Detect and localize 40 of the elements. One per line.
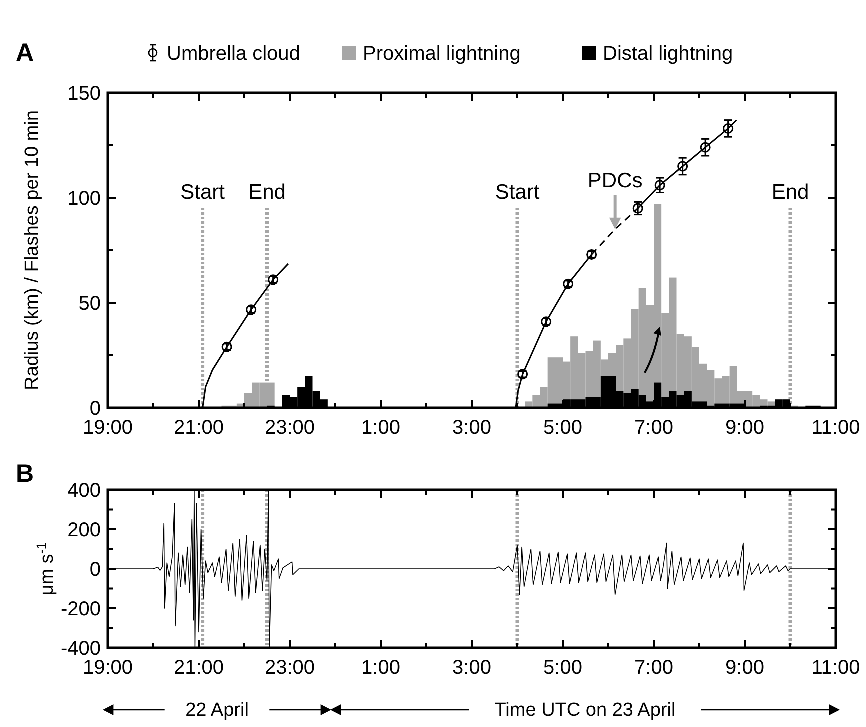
y-tick-label: 0 [90, 559, 101, 581]
y-tick-label: 0 [90, 398, 101, 420]
ref-line-label: Start [495, 181, 540, 204]
y-tick-label: 100 [68, 188, 101, 210]
chart-title: B [16, 460, 34, 488]
x-tick-label: 1:00 [362, 657, 400, 679]
text: 22 April [186, 700, 249, 721]
x-tick-label: 19:00 [82, 657, 134, 679]
legend-label: Umbrella cloud [167, 43, 300, 65]
x-tick-label: 9:00 [726, 657, 764, 679]
legend-label: Proximal lightning [363, 43, 521, 65]
x-tick-label: 3:00 [452, 417, 492, 439]
y-axis-title: Radius (km) / Flashes per 10 min [22, 110, 43, 390]
x-tick-label: 23:00 [264, 657, 316, 679]
ref-line-label: End [772, 181, 810, 204]
x-tick-label: 5:00 [544, 657, 582, 679]
x-tick-label: 7:00 [634, 417, 674, 439]
annotation: PDCs [588, 170, 643, 192]
x-tick-label: 3:00 [452, 657, 492, 679]
x-tick-label: 11:00 [812, 657, 860, 679]
x-tick-label: 21:00 [174, 417, 224, 439]
y-tick-label: 400 [68, 480, 101, 502]
legend-label: Distal lightning [603, 43, 734, 65]
text: Time UTC on 23 April [494, 700, 676, 721]
x-tick-label: 23:00 [264, 417, 316, 439]
y-tick-label: 200 [68, 520, 101, 542]
chart-title: A [16, 39, 34, 67]
y-tick-label: -400 [60, 638, 101, 660]
ref-line-label: Start [180, 181, 226, 204]
x-tick-label: 11:00 [812, 417, 860, 439]
x-tick-label: 1:00 [362, 417, 400, 439]
y-tick-label: 50 [78, 293, 101, 315]
x-tick-label: 21:00 [174, 657, 224, 679]
y-tick-label: -200 [60, 598, 101, 620]
y-tick-label: 150 [68, 83, 101, 105]
x-tick-label: 7:00 [634, 657, 674, 679]
x-tick-label: 5:00 [544, 417, 582, 439]
x-tick-label: 9:00 [726, 417, 764, 439]
ref-line-label: End [248, 181, 286, 204]
x-tick-label: 19:00 [82, 417, 134, 439]
